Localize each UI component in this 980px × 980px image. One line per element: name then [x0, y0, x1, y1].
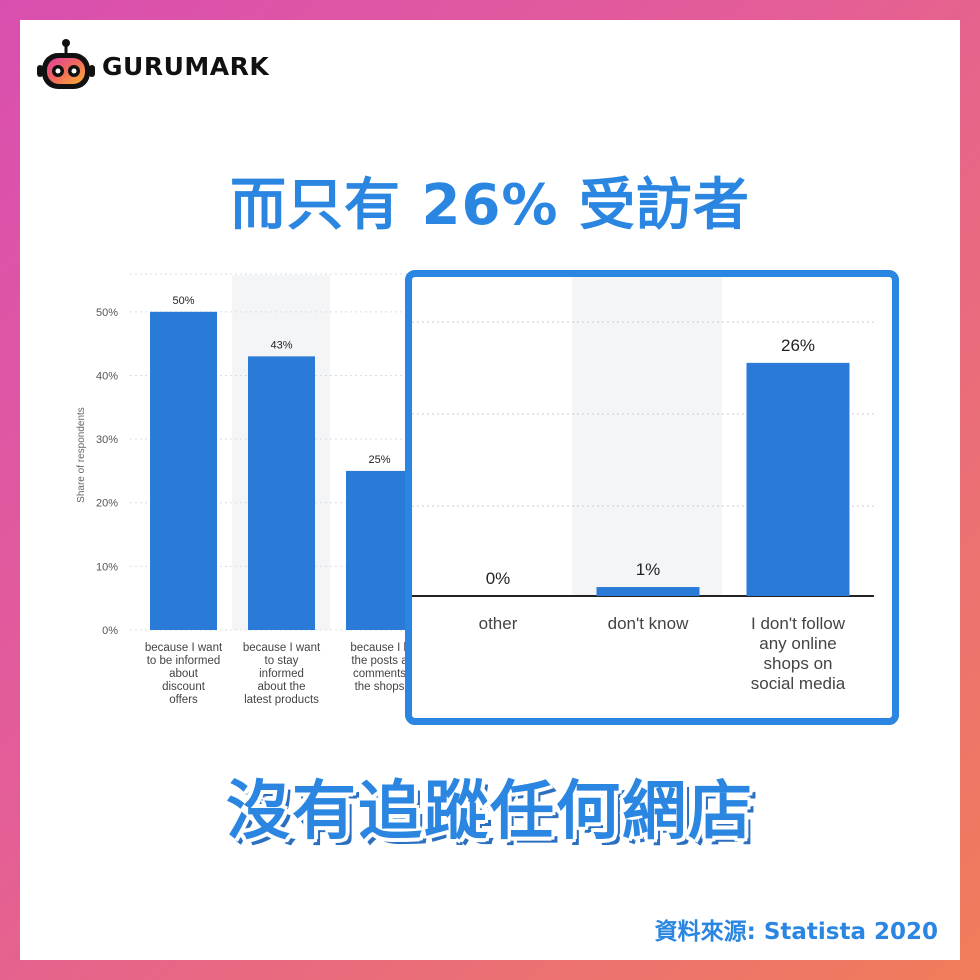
x-tick-label: discount — [162, 681, 206, 693]
headline: 而只有 26% 受訪者 — [229, 173, 751, 238]
x-tick-label: shops on — [764, 654, 833, 673]
source-credit: 資料來源: Statista 2020 — [654, 919, 938, 945]
column-highlight — [572, 277, 722, 596]
x-tick-label: latest products — [244, 694, 319, 706]
brand-name: GURUMARK — [102, 51, 270, 81]
x-tick-label: comments — [353, 668, 406, 680]
x-tick-label: to stay — [265, 655, 299, 667]
x-tick-label: about the — [258, 681, 306, 693]
x-tick-label: because I li — [350, 642, 408, 654]
x-tick-label: other — [479, 614, 518, 633]
bar — [746, 362, 850, 596]
zoomed-chart-frame: 0% other 1% don't know 26% I don't follow any … — [405, 270, 899, 725]
bar-value-label: 0% — [486, 569, 511, 588]
x-tick-label: the posts a — [351, 655, 408, 667]
brand: GURUMARK — [36, 34, 269, 98]
zoomed-bar-chart: 0% other 1% don't know 26% I don't followany … — [412, 277, 874, 693]
x-tick-label: offers — [169, 694, 198, 706]
x-tick-label: the shops — [355, 681, 405, 693]
bar-value-label: 26% — [781, 336, 815, 355]
y-tick-label: 50% — [96, 307, 118, 319]
x-tick-label: to be informed — [147, 655, 221, 667]
x-tick-label: I don't follow — [751, 614, 846, 633]
bar — [248, 356, 315, 630]
robot-logo-icon — [36, 37, 96, 95]
bar — [150, 311, 217, 630]
x-tick-label: because I want — [145, 642, 223, 654]
bottom-caption: 沒有追蹤任何網店 — [226, 775, 754, 849]
y-tick-label: 40% — [96, 370, 118, 382]
y-axis-label: Share of respondents — [76, 407, 87, 503]
x-tick-label: because I want — [243, 642, 321, 654]
y-tick-label: 20% — [96, 498, 118, 510]
y-tick-label: 0% — [102, 625, 118, 637]
bar-value-label: 43% — [270, 339, 292, 351]
bar — [596, 587, 700, 596]
y-tick-label: 30% — [96, 434, 118, 446]
x-tick-label: informed — [259, 668, 304, 680]
x-tick-label: don't know — [608, 614, 689, 633]
x-tick-label: social media — [751, 674, 846, 693]
bar-value-label: 50% — [172, 295, 194, 307]
bar — [346, 470, 413, 630]
x-tick-label: any online — [759, 634, 837, 653]
bar-value-label: 25% — [368, 454, 390, 466]
y-tick-label: 10% — [96, 561, 118, 573]
bar-value-label: 1% — [636, 560, 661, 579]
x-tick-label: about — [169, 668, 199, 680]
